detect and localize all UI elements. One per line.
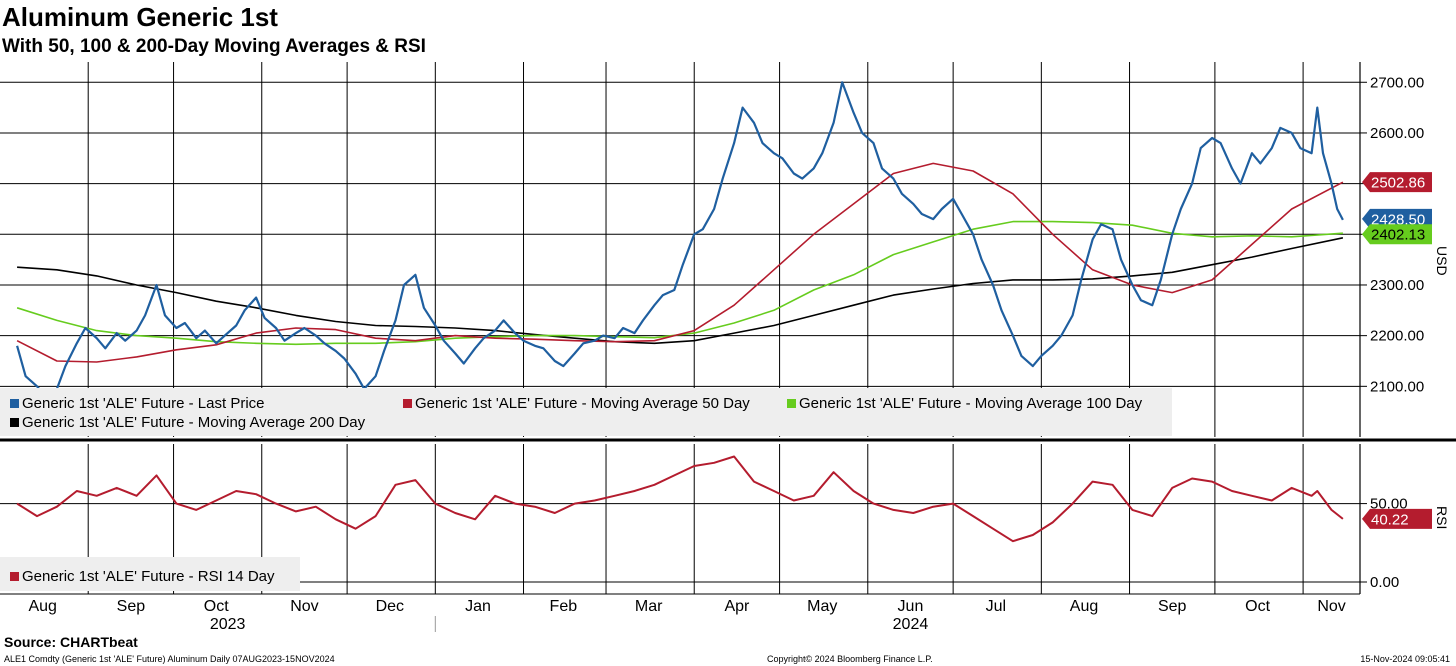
source-note: Source: CHARTbeat <box>4 634 138 650</box>
price-y-tick-label: 2600.00 <box>1370 125 1424 142</box>
legend-label-last_price: Generic 1st 'ALE' Future - Last Price <box>22 395 265 412</box>
price-axis-unit: USD <box>1434 246 1450 276</box>
footer-timestamp: 15-Nov-2024 09:05:41 <box>1360 654 1450 664</box>
x-tick-label-month: Jul <box>986 598 1006 615</box>
x-tick-label-month: Apr <box>724 598 750 615</box>
rsi-legend-box <box>0 557 300 591</box>
legend-swatch-ma50 <box>403 399 412 408</box>
series-line-last_price <box>16 81 1344 398</box>
x-tick-label-month: Jan <box>465 598 491 615</box>
last-value-rsi: 40.22 <box>1371 511 1409 528</box>
legend-swatch-ma200 <box>10 418 19 427</box>
legend-swatch-ma100 <box>787 399 796 408</box>
x-tick-label-month: Aug <box>1070 598 1098 615</box>
last-value-ma100: 2402.13 <box>1371 227 1425 244</box>
price-y-tick-label: 2700.00 <box>1370 74 1424 91</box>
chart-subtitle: With 50, 100 & 200-Day Moving Averages &… <box>2 36 426 57</box>
legend-label-ma100: Generic 1st 'ALE' Future - Moving Averag… <box>799 395 1143 412</box>
x-tick-label-month: Sep <box>117 598 146 615</box>
price-y-tick-label: 2200.00 <box>1370 328 1424 345</box>
legend-swatch-rsi <box>10 572 19 581</box>
x-tick-label-month: Sep <box>1158 598 1187 615</box>
x-tick-label-month: May <box>807 598 837 615</box>
price-y-tick-label: 2100.00 <box>1370 378 1424 395</box>
last-value-rsi-bg <box>1362 508 1432 529</box>
x-tick-label-month: Oct <box>1245 598 1270 615</box>
last-value-ma50-bg <box>1362 172 1432 193</box>
chart-title: Aluminum Generic 1st <box>2 2 278 32</box>
rsi-axis-unit: RSI <box>1434 506 1450 529</box>
price-legend-box <box>0 388 1172 436</box>
legend-label-rsi: Generic 1st 'ALE' Future - RSI 14 Day <box>22 568 275 585</box>
rsi-y-tick-label: 0.00 <box>1370 574 1399 591</box>
x-tick-label-month: Nov <box>1317 598 1345 615</box>
last-value-price-bg <box>1362 208 1432 229</box>
footer-copyright: Copyright© 2024 Bloomberg Finance L.P. <box>767 654 933 664</box>
footer-ticker-info: ALE1 Comdty (Generic 1st 'ALE' Future) A… <box>4 654 335 664</box>
last-value-ma50: 2502.86 <box>1371 175 1425 192</box>
x-tick-label-month: Nov <box>290 598 318 615</box>
last-value-price: 2428.50 <box>1371 211 1425 228</box>
legend-label-ma200: Generic 1st 'ALE' Future - Moving Averag… <box>22 414 366 431</box>
series-line-ma100 <box>16 220 1343 346</box>
x-tick-label-month: Jun <box>898 598 924 615</box>
series-line-ma200 <box>17 237 1344 345</box>
x-tick-label-month: Aug <box>28 598 56 615</box>
series-line-ma50 <box>16 162 1344 363</box>
x-tick-label-month: Feb <box>550 598 578 615</box>
series-line-rsi <box>16 455 1344 543</box>
x-year-label: 2024 <box>893 616 929 632</box>
x-year-label: 2023 <box>210 616 246 632</box>
price-rsi-chart: 2100.002200.002300.002400.002500.002600.… <box>0 62 1456 632</box>
last-value-ma100-bg <box>1362 224 1432 245</box>
legend-swatch-last_price <box>10 399 19 408</box>
x-tick-label-month: Mar <box>635 598 663 615</box>
rsi-y-tick-label: 50.00 <box>1370 496 1408 513</box>
legend-label-ma50: Generic 1st 'ALE' Future - Moving Averag… <box>415 395 750 412</box>
x-tick-label-month: Oct <box>204 598 229 615</box>
x-tick-label-month: Dec <box>376 598 404 615</box>
price-y-tick-label: 2300.00 <box>1370 277 1424 294</box>
